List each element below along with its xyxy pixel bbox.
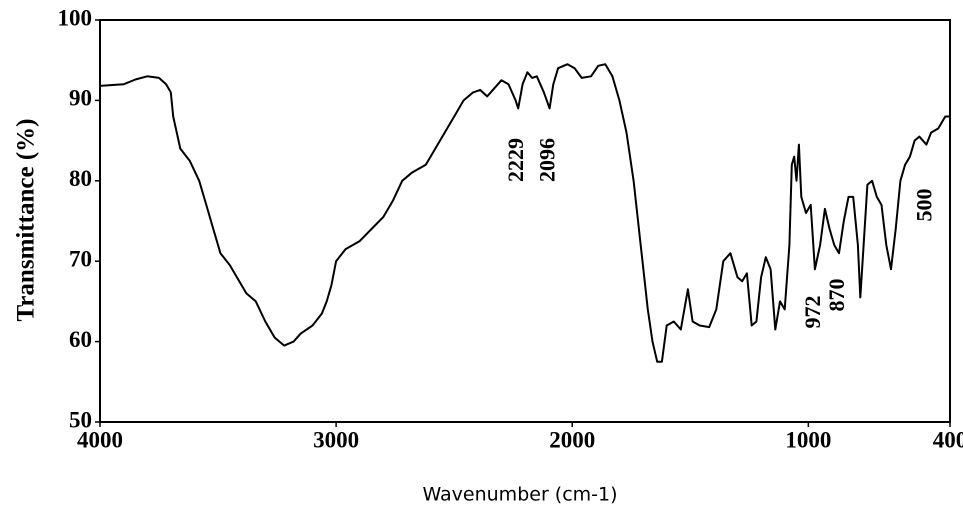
y-tick-label: 50 (69, 407, 92, 432)
peak-annotation: 500 (911, 189, 936, 222)
spectrum-line (99, 63, 950, 363)
peak-annotation: 870 (824, 279, 849, 312)
plot-frame (99, 19, 951, 423)
x-axis-label: Wavenumber (cm-1) (422, 484, 617, 506)
y-tick-label: 100 (58, 5, 93, 30)
y-tick-label: 90 (69, 86, 92, 111)
x-tick-label: 4000 (77, 427, 123, 452)
x-tick-label: 2000 (549, 427, 595, 452)
peak-annotation: 972 (800, 296, 825, 329)
y-tick-label: 80 (69, 166, 92, 191)
x-tick-label: 3000 (313, 427, 359, 452)
peak-annotation: 2229 (503, 138, 528, 182)
y-tick-label: 70 (69, 246, 92, 271)
y-tick-label: 60 (69, 327, 92, 352)
x-tick-label: 1000 (785, 427, 831, 452)
x-tick-label: 400 (933, 427, 963, 452)
peak-annotation: 2096 (535, 138, 560, 182)
y-axis-label: Transmittance (%) (13, 119, 40, 322)
